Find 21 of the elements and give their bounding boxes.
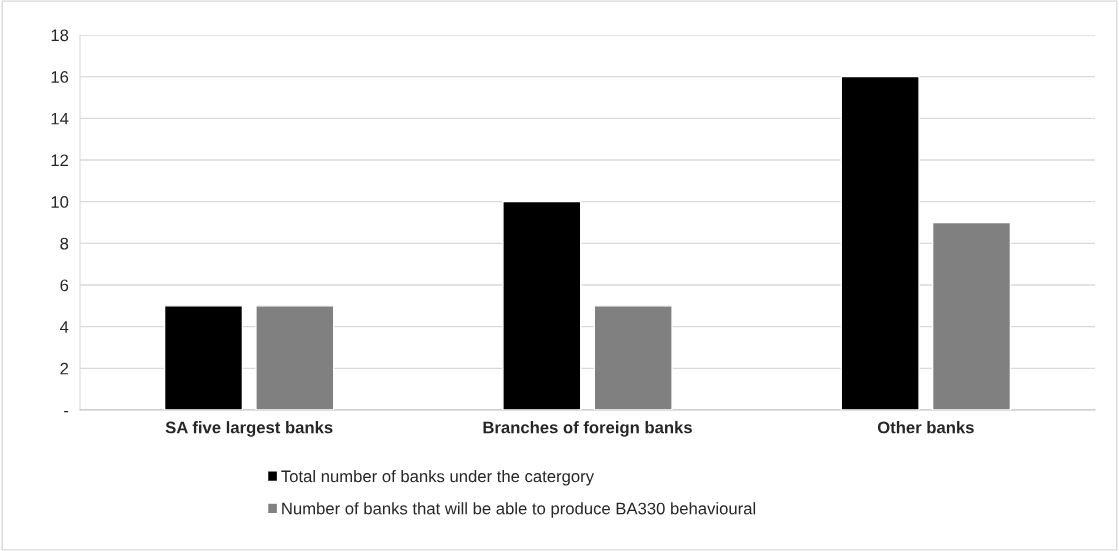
- bar: [593, 305, 673, 410]
- y-tick-label: 18: [51, 29, 69, 42]
- y-tick-label: 16: [51, 71, 69, 83]
- y-tick-label: 6: [60, 279, 69, 292]
- y-tick-label: 2: [60, 362, 69, 375]
- y-tick-label: -: [64, 410, 69, 413]
- legend-label: Total number of banks under the catergory: [281, 470, 594, 486]
- y-tick-label: 10: [51, 196, 69, 208]
- bar: [163, 305, 244, 410]
- legend-label: Number of banks that will be able to produce BA330 behavioural: [282, 502, 756, 518]
- bar: [255, 305, 335, 410]
- y-tick-label: 12: [51, 154, 69, 167]
- bar: [502, 200, 582, 410]
- bar: [840, 75, 920, 410]
- y-tick-label: 4: [60, 321, 69, 333]
- x-tick-label: SA five largest banks: [165, 421, 333, 437]
- bar: [931, 221, 1012, 410]
- x-tick-label: Other banks: [877, 421, 974, 434]
- y-tick-label: 14: [51, 112, 69, 125]
- x-tick-label: Branches of foreign banks: [483, 421, 692, 437]
- y-tick-label: 8: [60, 237, 69, 250]
